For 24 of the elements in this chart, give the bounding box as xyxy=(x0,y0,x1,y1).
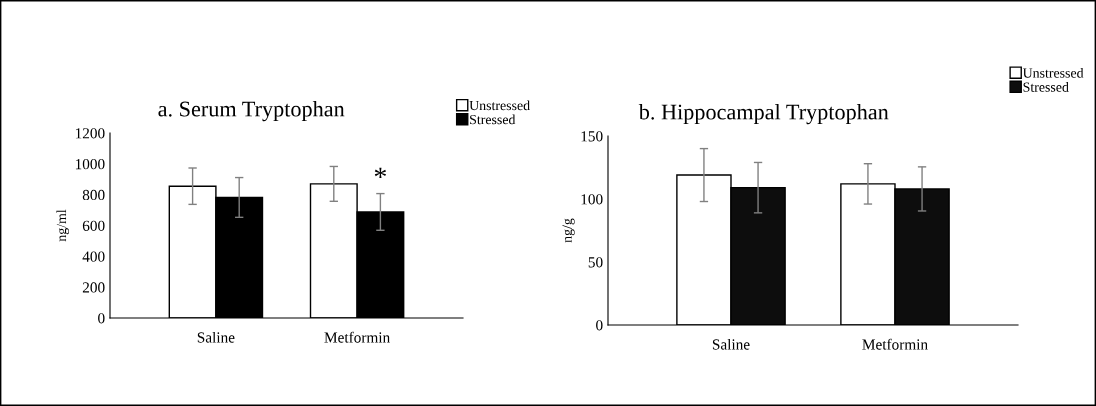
y-tick-label: 50 xyxy=(588,257,603,268)
y-tick-label: 600 xyxy=(82,220,105,231)
legend-label: Unstressed xyxy=(469,100,530,111)
y-tick-label: 200 xyxy=(82,282,105,293)
y-tick-label: 0 xyxy=(596,320,603,331)
chart-title: b. Hippocampal Tryptophan xyxy=(638,103,889,125)
y-tick-label: 1000 xyxy=(75,158,105,170)
annotation: * xyxy=(374,167,387,178)
y-tick-label: 0 xyxy=(98,313,105,324)
x-tick-label: Metformin xyxy=(862,338,928,350)
y-tick-label: 800 xyxy=(82,189,105,201)
y-axis-title: ng/ml xyxy=(56,209,70,242)
x-tick-label: Saline xyxy=(197,331,235,343)
legend-label: Stressed xyxy=(1023,82,1069,92)
y-tick-label: 150 xyxy=(581,131,603,142)
x-tick-label: Saline xyxy=(712,338,750,350)
legend-label: Unstressed xyxy=(1022,67,1084,78)
y-tick-label: 400 xyxy=(82,251,105,262)
legend-label: Stressed xyxy=(470,114,516,125)
y-tick-label: 1200 xyxy=(75,128,105,139)
y-tick-label: 100 xyxy=(581,194,603,205)
y-axis-title: ng/g xyxy=(562,218,575,243)
chart-title: a. Serum Tryptophan xyxy=(158,100,345,122)
x-tick-label: Metformin xyxy=(324,331,390,343)
